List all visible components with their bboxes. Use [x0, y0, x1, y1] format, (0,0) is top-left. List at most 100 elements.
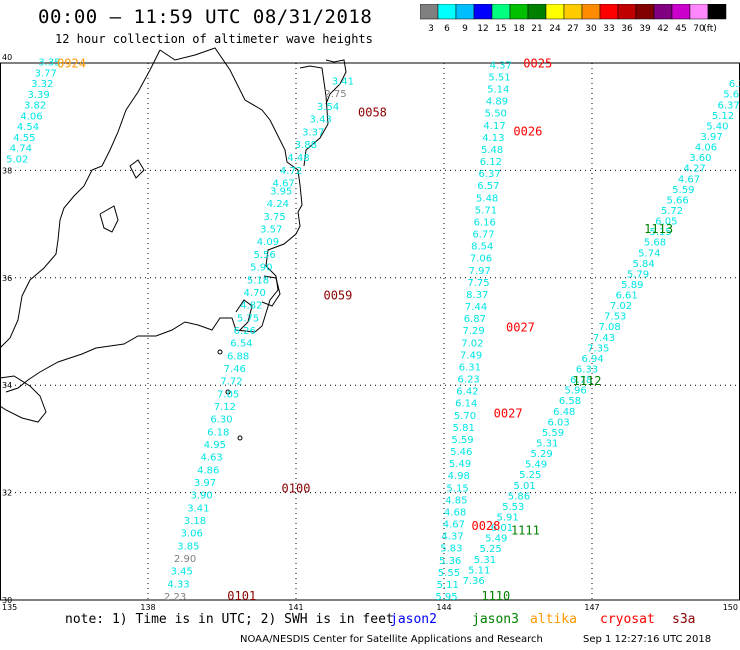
pass-time-label: 1111: [511, 523, 540, 537]
map-subtitle: 12 hour collection of altimeter wave hei…: [55, 32, 373, 46]
wave-height-value: 5.11: [468, 565, 490, 576]
wave-height-value: 4.37: [490, 60, 512, 71]
wave-height-value: 3.75: [263, 212, 285, 223]
island-miyake: [225, 389, 231, 395]
wave-height-value: 4.86: [197, 465, 219, 476]
legend-tick-label: 9: [462, 24, 468, 34]
wave-height-value: 6.31: [459, 362, 481, 373]
legend-swatch: [563, 4, 583, 20]
legend-swatch: [545, 4, 565, 20]
footnote: note: 1) Time is in UTC; 2) SWH is in fe…: [65, 612, 394, 627]
wave-height-value: 5.14: [487, 85, 509, 96]
coastline-noto: [99, 205, 119, 233]
pass-time-label: 0100: [282, 482, 311, 496]
wave-height-value: 5.95: [435, 592, 457, 603]
wave-height-value: 7.08: [599, 322, 621, 333]
lat-tick-label: 34: [2, 381, 12, 390]
wave-height-value: 8.37: [466, 290, 488, 301]
wave-height-value: 5.18: [247, 275, 269, 286]
wave-height-value: 4.06: [695, 143, 717, 154]
generated-timestamp: Sep 1 12:27:16 UTC 2018: [583, 634, 712, 645]
coastline-shikoku: [0, 375, 47, 423]
wave-height-value: 4.67: [678, 174, 700, 185]
wave-height-value: 5.49: [525, 460, 547, 471]
wave-height-value: 5.25: [479, 544, 501, 555]
wave-height-value: 7.75: [467, 278, 489, 289]
wave-height-value: 7.53: [604, 312, 626, 323]
wave-height-value: 5.36: [439, 556, 461, 567]
legend-swatch: [437, 4, 457, 20]
legend-swatch: [473, 4, 493, 20]
island-oshima: [217, 349, 223, 355]
wave-height-value: 6.42: [456, 387, 478, 398]
legend-tick-label: 12: [477, 24, 488, 34]
legend-tick-label: 6: [444, 24, 450, 34]
lon-tick-label: 150: [723, 603, 738, 612]
wave-height-value: 4.09: [257, 237, 279, 248]
island-sado: [129, 159, 145, 179]
legend-tick-label: 36: [621, 24, 633, 34]
wave-height-value: 6.23: [458, 375, 480, 386]
wave-height-value: 5.74: [638, 248, 660, 259]
satellite-jason3: jason3: [472, 612, 519, 627]
pass-time-labels: 0924 0058 0059 0100 0101 0025 0026 0027 0027 0028…: [57, 56, 673, 603]
wave-height-value: 7.12: [214, 402, 236, 413]
wave-height-value: 4.55: [13, 133, 35, 144]
wave-height-value: 5.11: [437, 580, 459, 591]
wave-height-value: 3.39: [28, 90, 50, 101]
wave-height-value: 3.35: [38, 58, 60, 69]
wave-height-value: 5.29: [530, 449, 552, 460]
coastline-north: [0, 49, 161, 349]
pass-time-label: 0058: [358, 106, 387, 120]
wave-height-value: 5.48: [476, 193, 498, 204]
wave-height-value: 5.15: [650, 227, 672, 238]
satellite-cryosat: cryosat: [600, 612, 655, 627]
lon-tick-label: 138: [140, 603, 155, 612]
wave-height-value: 5.75: [237, 313, 259, 324]
wave-height-value: 3.82: [24, 101, 46, 112]
lon-tick-label: 147: [584, 603, 599, 612]
legend-tick-label: 3: [428, 24, 434, 34]
legend-swatch: [581, 4, 601, 20]
wave-height-value: 4.70: [244, 288, 266, 299]
wave-height-value: 7.06: [470, 254, 492, 265]
wave-height-value: 6.05: [655, 217, 677, 228]
lat-tick-label: 40: [2, 53, 12, 62]
legend-tick-label: 27: [567, 24, 578, 34]
wave-height-value: 6.54: [230, 339, 252, 350]
wave-height-value: 4.85: [445, 495, 467, 506]
pass-time-label: 1113: [644, 222, 673, 236]
wave-height-value: 6.48: [553, 407, 575, 418]
wave-height-value: 4.17: [483, 121, 505, 132]
pass-time-label: 0026: [513, 124, 542, 138]
axis-tick-labels: 135 138 141 144 147 150 40 38 36 34 32 30: [2, 53, 738, 612]
pass-time-label: 1112: [573, 374, 602, 388]
wave-height-value: 3.77: [35, 68, 57, 79]
wave-height-value: 5.31: [474, 555, 496, 566]
wave-height-value: 4.06: [20, 111, 42, 122]
legend-tick-label: 39: [639, 24, 651, 34]
coastline-honshu: [0, 48, 302, 392]
wave-height-value: 5.86: [508, 491, 530, 502]
legend-swatch: [653, 4, 673, 20]
wave-height-value: 6.57: [477, 181, 499, 192]
wave-height-value: 3.41: [187, 503, 209, 514]
wave-height-value: 4.54: [17, 122, 39, 133]
pass-time-label: 0059: [323, 288, 352, 302]
wave-height-value: 5.02: [6, 154, 28, 165]
wave-height-value: 6.01: [491, 523, 513, 534]
legend-tick-label: 30: [585, 24, 597, 34]
wave-height-value: 6.58: [559, 396, 581, 407]
wave-height-value: 6.94: [581, 354, 603, 365]
legend-tick-label: 42: [657, 24, 668, 34]
wave-height-value: 3.57: [260, 225, 282, 236]
lat-lon-grid: [0, 62, 740, 601]
coastline-japan: [0, 48, 347, 441]
wave-height-value: 3.95: [270, 187, 292, 198]
wave-height-value: 6.18: [207, 427, 229, 438]
legend-tick-label: 24: [549, 24, 561, 34]
wave-height-value: 4.13: [482, 133, 504, 144]
wave-height-value: 7.97: [469, 266, 491, 277]
wave-height-value: 6.87: [464, 314, 486, 325]
